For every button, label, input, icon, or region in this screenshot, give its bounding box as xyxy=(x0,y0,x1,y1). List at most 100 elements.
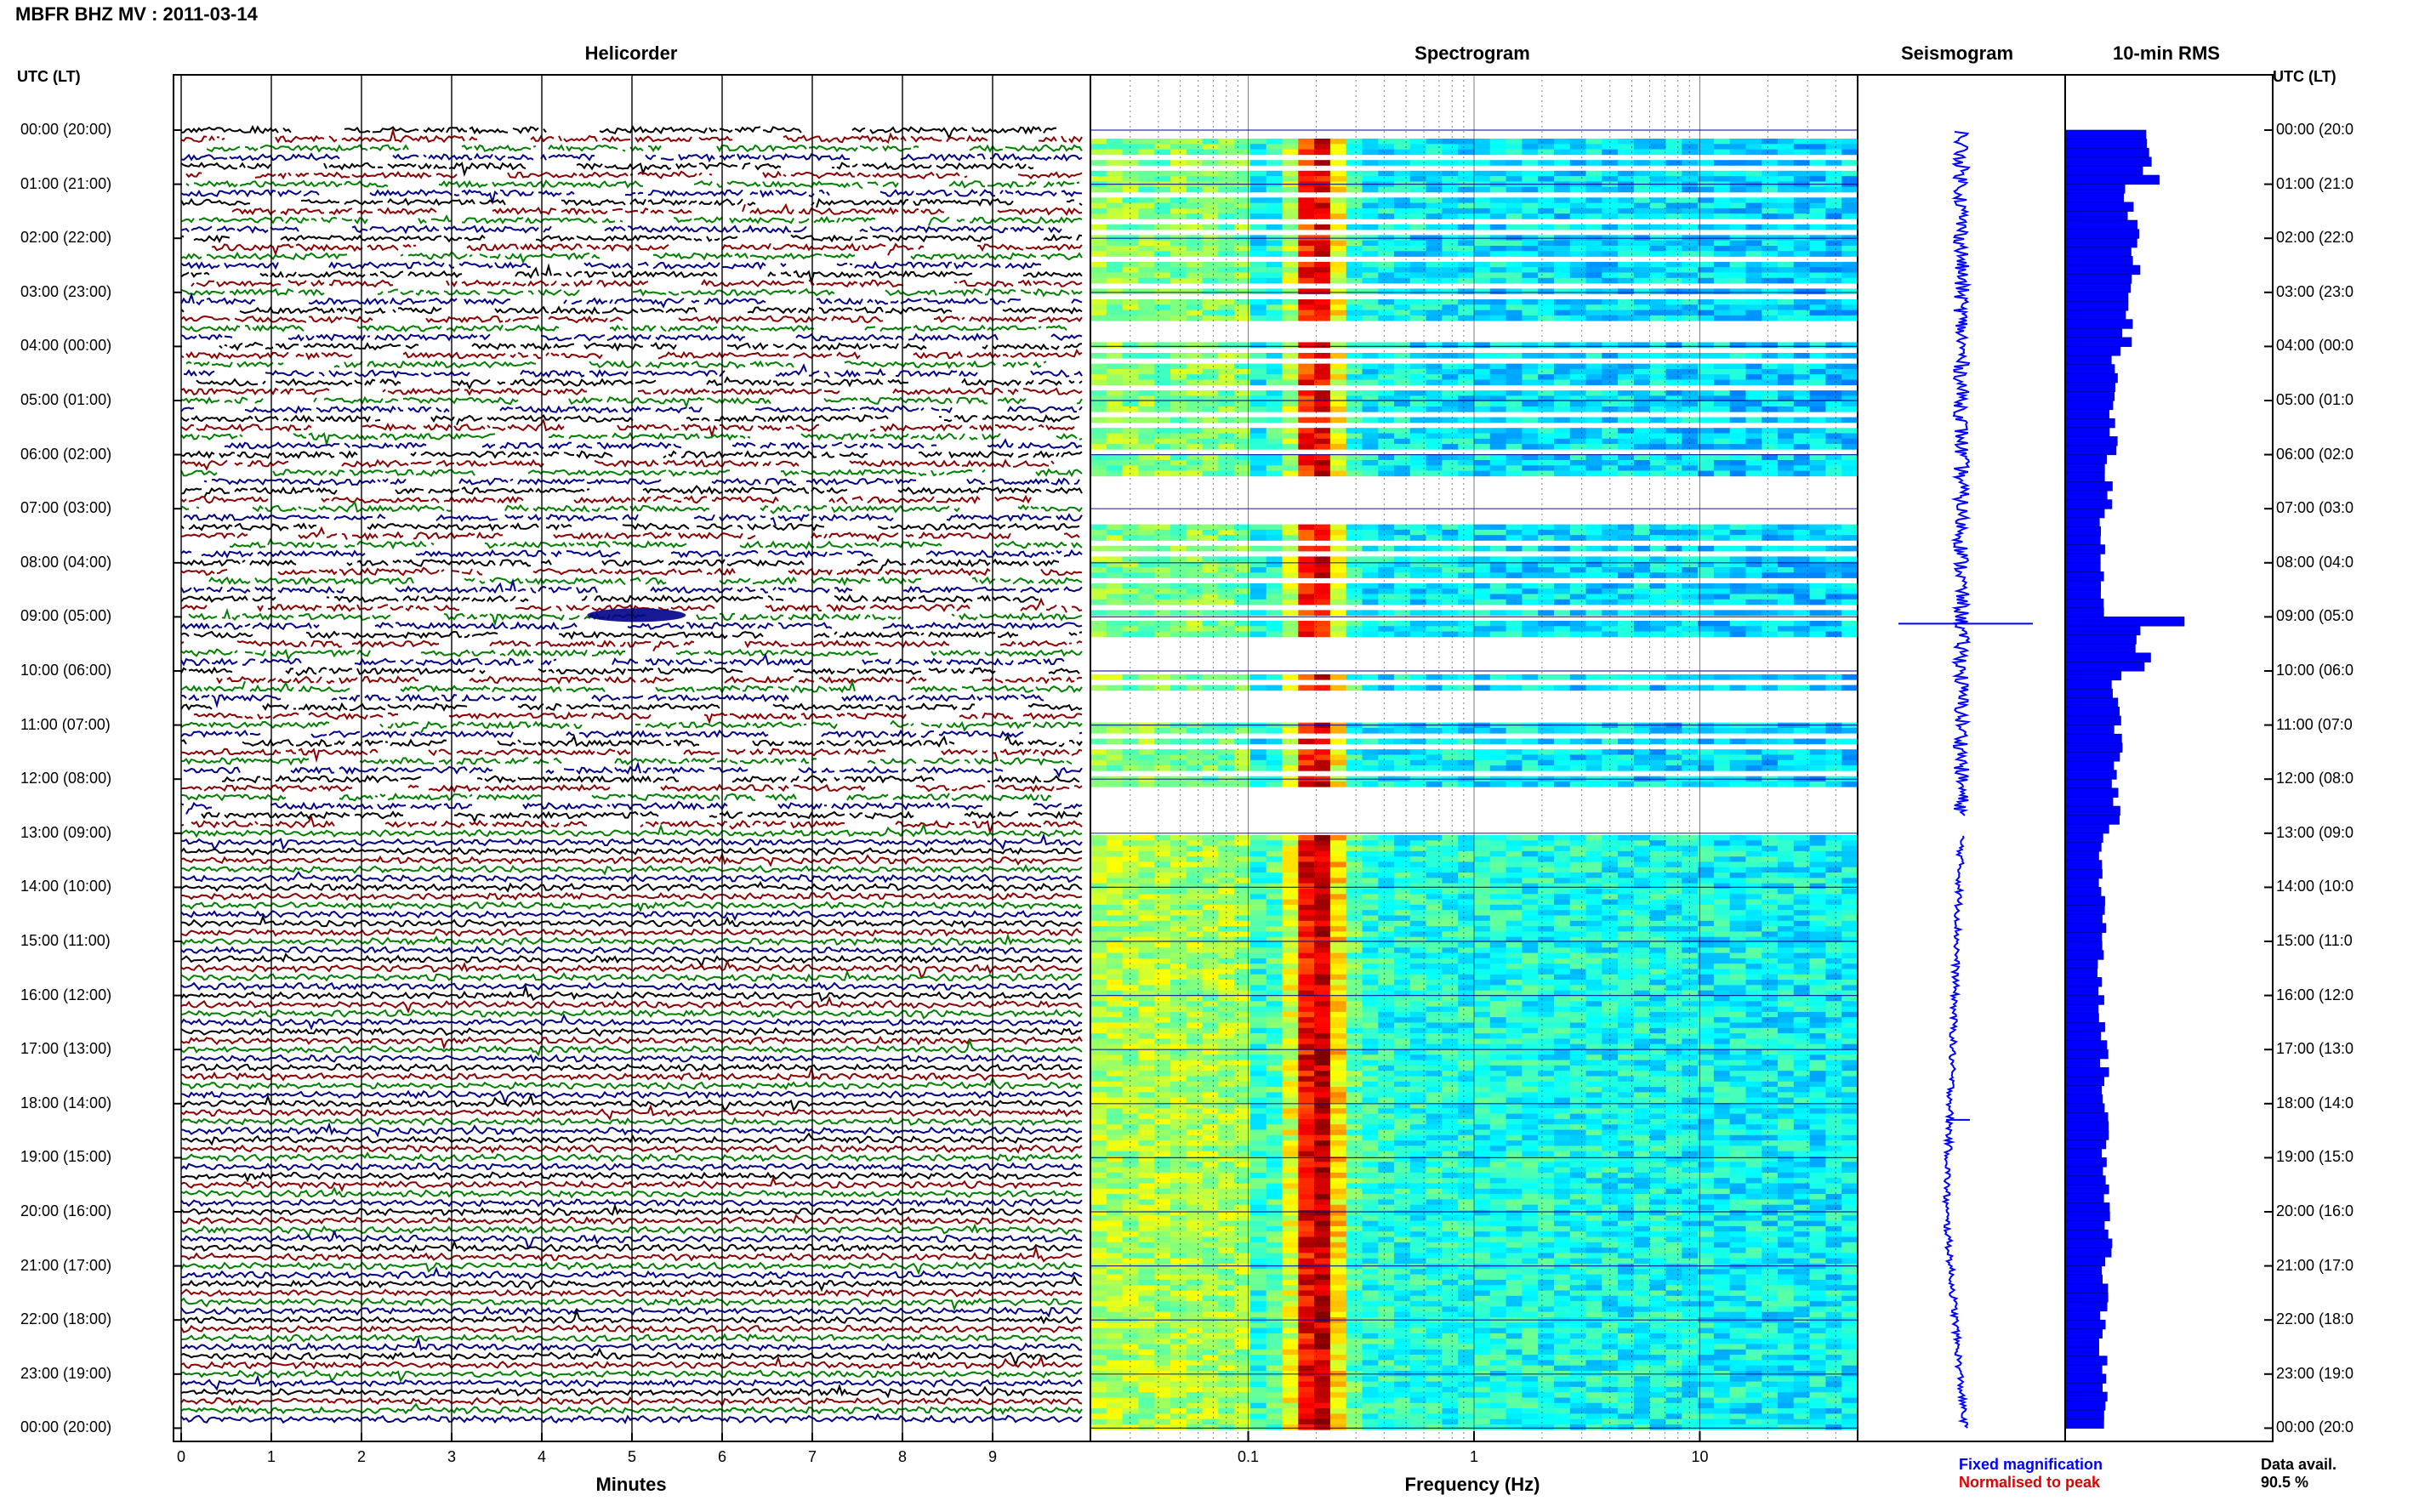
spectrogram-cell xyxy=(1409,465,1427,471)
spectrogram-cell xyxy=(1585,904,1602,911)
spectrogram-cell xyxy=(1138,224,1155,230)
spectrogram-cell xyxy=(1505,139,1523,145)
spectrogram-cell xyxy=(1329,368,1347,375)
spectrogram-cell xyxy=(1186,272,1204,279)
spectrogram-cell xyxy=(1505,444,1523,450)
spectrogram-cell xyxy=(1474,556,1491,562)
spectrogram-cell xyxy=(1218,406,1235,412)
spectrogram-cell xyxy=(1729,980,1747,986)
spectrogram-cell xyxy=(1729,850,1747,857)
spectrogram-cell xyxy=(1154,288,1171,294)
spectrogram-cell xyxy=(1154,353,1171,359)
spectrogram-cell xyxy=(1442,567,1459,573)
spectrogram-cell xyxy=(1249,363,1267,370)
spectrogram-cell xyxy=(1809,728,1826,734)
spectrogram-cell xyxy=(1505,363,1523,370)
spectrogram-cell xyxy=(1426,974,1443,981)
spectrogram-cell xyxy=(1618,883,1635,890)
spectrogram-cell xyxy=(1554,759,1571,766)
spectrogram-cell xyxy=(1378,454,1395,461)
spectrogram-cell xyxy=(1298,765,1315,771)
spectrogram-cell xyxy=(1394,920,1411,927)
spectrogram-cell xyxy=(1426,374,1443,380)
spectrogram-cell xyxy=(1346,465,1363,471)
spectrogram-cell xyxy=(1202,626,1219,632)
spectrogram-cell xyxy=(1266,878,1283,884)
spectrogram-cell xyxy=(1122,207,1139,214)
spectrogram-cell xyxy=(1329,674,1347,680)
spectrogram-cell xyxy=(1266,272,1283,279)
spectrogram-cell xyxy=(1362,401,1379,407)
spectrogram-cell xyxy=(1713,685,1731,691)
spectrogram-cell xyxy=(1665,728,1682,734)
spectrogram-cell xyxy=(1825,621,1842,627)
spectrogram-cell xyxy=(1329,899,1347,906)
spectrogram-cell xyxy=(1713,272,1731,279)
spectrogram-cell xyxy=(1489,240,1507,247)
spectrogram-cell xyxy=(1649,567,1667,573)
helicorder-trace xyxy=(180,292,1083,309)
spectrogram-cell xyxy=(1266,176,1283,182)
spectrogram-cell xyxy=(1649,267,1667,273)
spectrogram-cell xyxy=(1841,867,1858,873)
spectrogram-cell xyxy=(1474,315,1491,321)
spectrogram-cell xyxy=(1282,861,1299,868)
spectrogram-cell xyxy=(1649,213,1667,219)
spectrogram-cell xyxy=(1745,728,1762,734)
spectrogram-cell xyxy=(1346,272,1363,279)
spectrogram-cell xyxy=(1698,460,1715,466)
spectrogram-cell xyxy=(1218,545,1235,552)
spectrogram-cell xyxy=(1538,878,1555,884)
spectrogram-cell xyxy=(1505,754,1523,761)
spectrogram-cell xyxy=(1538,428,1555,434)
spectrogram-cell xyxy=(1234,299,1251,305)
spectrogram-cell xyxy=(1698,631,1715,638)
spectrogram-cell xyxy=(1538,572,1555,578)
spectrogram-cell xyxy=(1249,240,1267,247)
spectrogram-cell xyxy=(1458,556,1475,562)
spectrogram-cell xyxy=(1106,910,1124,916)
spectrogram-cell xyxy=(1841,947,1858,953)
spectrogram-cell xyxy=(1329,470,1347,477)
spectrogram-cell xyxy=(1329,444,1347,450)
spectrogram-cell xyxy=(1298,952,1315,959)
spectrogram-cell xyxy=(1362,610,1379,616)
spectrogram-cell xyxy=(1665,915,1682,922)
spectrogram-cell xyxy=(1682,353,1699,359)
spectrogram-cell xyxy=(1554,754,1571,761)
spectrogram-cell xyxy=(1186,974,1204,981)
spectrogram-cell xyxy=(1409,674,1427,680)
spectrogram-cell xyxy=(1314,379,1331,386)
spectrogram-cell xyxy=(1793,920,1811,927)
spectrogram-cell xyxy=(1378,406,1395,412)
spectrogram-cell xyxy=(1522,782,1539,787)
spectrogram-cell xyxy=(1474,899,1491,906)
spectrogram-cell xyxy=(1585,272,1602,279)
spectrogram-cell xyxy=(1426,759,1443,766)
spectrogram-cell xyxy=(1409,915,1427,922)
helicorder-trace xyxy=(180,413,1080,426)
spectrogram-cell xyxy=(1409,840,1427,846)
spectrogram-cell xyxy=(1841,342,1858,348)
spectrogram-cell xyxy=(1569,883,1587,890)
spectrogram-cell xyxy=(1682,588,1699,594)
spectrogram-cell xyxy=(1825,878,1842,884)
spectrogram-cell xyxy=(1585,144,1602,150)
spectrogram-cell xyxy=(1138,840,1155,846)
helicorder-trace xyxy=(180,734,1083,748)
spectrogram-cell xyxy=(1825,310,1842,316)
spectrogram-cell xyxy=(1569,631,1587,638)
spectrogram-cell xyxy=(1346,567,1363,573)
spectrogram-cell xyxy=(1362,985,1379,991)
spectrogram-cell xyxy=(1682,599,1699,605)
spectrogram-cell xyxy=(1618,428,1635,434)
spectrogram-cell xyxy=(1825,267,1842,273)
spectrogram-cell xyxy=(1729,202,1747,209)
spectrogram-cell xyxy=(1762,444,1779,450)
spectrogram-cell xyxy=(1298,958,1315,964)
spectrogram-cell xyxy=(1090,176,1107,182)
spectrogram-cell xyxy=(1394,438,1411,445)
spectrogram-cell xyxy=(1106,840,1124,846)
spectrogram-cell xyxy=(1234,395,1251,401)
spectrogram-cell xyxy=(1522,465,1539,471)
